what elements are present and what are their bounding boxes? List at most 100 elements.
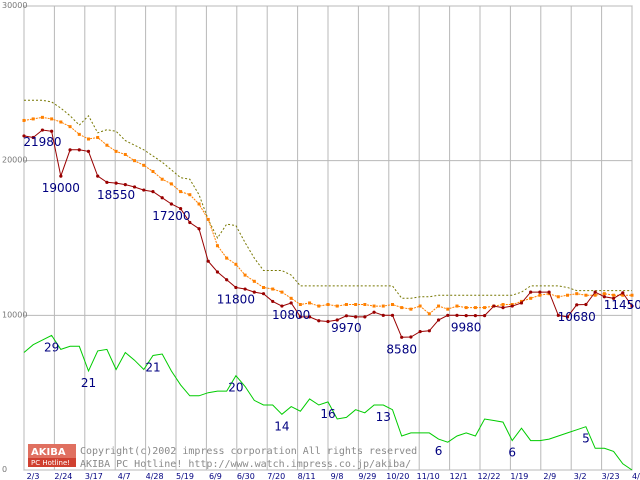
min-point (225, 278, 229, 282)
min-point (344, 314, 349, 318)
min-point (363, 315, 367, 319)
series-layer (22, 99, 634, 471)
min-point (335, 318, 339, 322)
min-point (252, 290, 256, 294)
data-label: 11450 (604, 298, 640, 312)
min-point (400, 335, 404, 339)
avg-point (197, 202, 201, 206)
min-point (611, 296, 616, 300)
min-point (372, 310, 376, 314)
watermark: AKIBA PC Hotline! Copyright(c)2002 impre… (28, 444, 417, 470)
data-label: 20 (228, 381, 243, 395)
min-point (529, 290, 533, 294)
avg-point (188, 193, 192, 197)
x-tick-label: 7/20 (267, 472, 285, 480)
avg-point (114, 149, 118, 153)
min-point (519, 301, 524, 305)
min-point (427, 329, 431, 333)
avg-point (501, 303, 505, 307)
min-point (602, 295, 606, 299)
avg-point (593, 293, 597, 297)
avg-point (50, 117, 54, 121)
min-point (197, 227, 201, 231)
x-tick-label: 12/22 (477, 472, 500, 480)
avg-point (142, 163, 146, 167)
min-point (105, 180, 109, 184)
min-point (473, 314, 477, 318)
x-tick-label: 4/7 (118, 472, 131, 480)
data-label: 29 (44, 340, 59, 354)
min-point (317, 319, 321, 323)
avg-point (317, 304, 321, 308)
min-point (510, 304, 514, 308)
min-point (483, 314, 487, 318)
logo-box-top (28, 444, 76, 458)
x-tick-label: 6/9 (209, 472, 222, 480)
min-point (492, 304, 496, 308)
x-tick-label: 6/30 (237, 472, 255, 480)
min-point (96, 174, 100, 178)
avg-point (381, 304, 385, 308)
avg-point (630, 293, 634, 297)
avg-point (446, 307, 450, 311)
data-labels: 21980 19000 18550 17200 11800 10800 9970 8580 99… (23, 135, 640, 460)
min-point (31, 135, 35, 140)
avg-point (169, 182, 173, 186)
min-point (390, 313, 395, 317)
avg-point (22, 118, 26, 122)
data-label: 10680 (558, 310, 596, 324)
x-tick-label: 11/10 (417, 472, 440, 480)
min-point (381, 313, 385, 317)
min-point (354, 315, 358, 319)
min-point (261, 292, 266, 296)
x-tick-label: 4/13 (632, 472, 640, 480)
min-point (243, 287, 247, 291)
min-point (575, 303, 579, 307)
data-label: 17200 (152, 209, 190, 223)
avg-point (363, 303, 367, 307)
min-point (455, 313, 459, 317)
avg-point (584, 293, 588, 297)
avg-point (612, 293, 616, 297)
data-label: 9970 (331, 321, 362, 335)
avg-point (160, 177, 164, 181)
x-tick-label: 3/17 (85, 472, 103, 480)
min-point (464, 314, 468, 318)
min-point (77, 148, 81, 152)
logo-box-bottom (28, 458, 76, 467)
avg-point (225, 256, 229, 260)
min-point (307, 315, 312, 319)
x-tick-label: 9/29 (358, 472, 376, 480)
min-point (593, 290, 597, 294)
min-point (132, 185, 137, 189)
avg-point (326, 303, 330, 307)
avg-point (243, 273, 247, 277)
x-tick-label: 5/19 (176, 472, 194, 480)
y-tick-label: 30000 (2, 1, 27, 10)
avg-point (68, 125, 72, 129)
avg-point (418, 304, 422, 308)
avg-point (105, 143, 109, 147)
min-point (298, 315, 302, 319)
avg-point (40, 115, 44, 119)
min-point (151, 190, 155, 194)
min-point (40, 128, 45, 132)
min-point (584, 302, 588, 307)
min-point (326, 319, 330, 324)
min-point (289, 301, 293, 305)
x-tick-label: 2/3 (27, 472, 40, 480)
x-axis-ticks: 2/3 2/24 3/17 4/7 4/28 5/19 6/9 6/30 7/20 8/11 9/8… (27, 472, 640, 480)
min-point (160, 196, 164, 200)
x-tick-label: 3/23 (602, 472, 620, 480)
avg-point (566, 293, 570, 297)
avg-point (464, 306, 468, 310)
avg-point (280, 290, 284, 294)
avg-point (602, 292, 606, 296)
data-label: 19000 (42, 181, 80, 195)
avg-point (298, 303, 302, 307)
x-tick-label: 2/24 (54, 472, 72, 480)
min-point (271, 299, 275, 304)
min-point (280, 304, 284, 308)
avg-point (31, 117, 35, 121)
logo-akiba: AKIBA (31, 447, 66, 458)
